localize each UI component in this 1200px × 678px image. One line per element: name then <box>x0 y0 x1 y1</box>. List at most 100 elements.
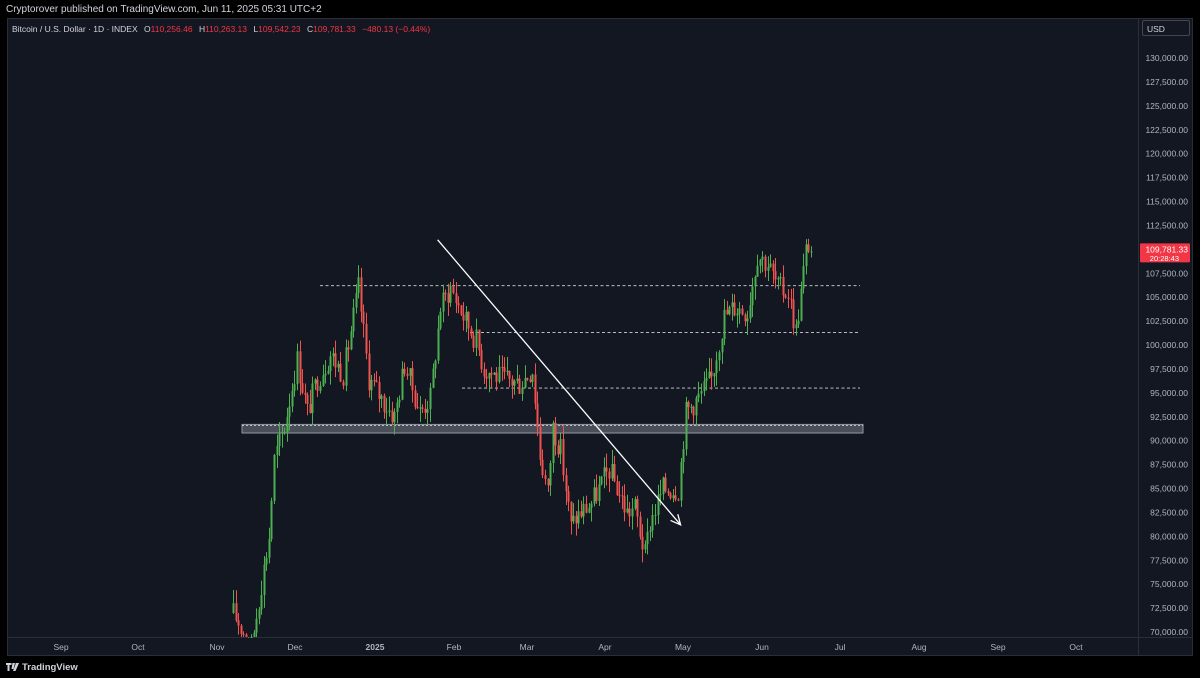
candle-body <box>355 293 358 308</box>
candle-body <box>549 463 552 486</box>
candle-body <box>301 383 304 393</box>
candle-body <box>432 368 435 388</box>
candle-body <box>623 496 626 513</box>
candle-body <box>322 375 325 386</box>
candle-body <box>270 500 273 540</box>
candle-body <box>411 368 414 391</box>
candle-body <box>593 487 596 504</box>
candle-body <box>416 407 419 409</box>
candle-body <box>281 432 284 434</box>
candle-body <box>314 379 317 384</box>
candle-body <box>685 401 688 450</box>
candle-body <box>759 259 762 266</box>
high-value: 110,263.13 <box>205 24 247 34</box>
candle-body <box>590 503 593 508</box>
candle-body <box>787 297 790 299</box>
candle-body <box>634 499 637 509</box>
candle-body <box>756 265 759 277</box>
candle-body <box>311 383 314 414</box>
candle-body <box>475 329 478 348</box>
y-tick-label: 102,500.00 <box>1145 316 1188 326</box>
candle-body <box>462 314 465 321</box>
candle-body <box>646 531 649 545</box>
candle-body <box>603 467 606 477</box>
y-tick-label: 80,000.00 <box>1150 531 1188 541</box>
candle-body <box>751 286 754 306</box>
candle-body <box>327 370 330 374</box>
candle-body <box>577 511 580 524</box>
x-tick-label: May <box>675 642 692 652</box>
brand-bar: TradingView <box>0 656 1200 678</box>
x-tick-label: Apr <box>598 642 611 652</box>
candle-body <box>434 360 437 369</box>
candle-body <box>705 378 708 382</box>
y-tick-label: 105,000.00 <box>1145 292 1188 302</box>
candle-body <box>406 373 409 376</box>
y-tick-label: 100,000.00 <box>1145 340 1188 350</box>
candle-body <box>744 314 747 322</box>
candle-body <box>731 302 734 307</box>
last-price-tag <box>1140 243 1190 263</box>
candle-body <box>690 406 693 408</box>
candle-body <box>810 251 813 253</box>
candle-body <box>565 475 568 492</box>
y-tick-label: 97,500.00 <box>1150 364 1188 374</box>
candle-body <box>490 373 493 375</box>
candle-body <box>391 410 394 423</box>
candle-body <box>352 307 355 332</box>
candle-body <box>455 293 458 304</box>
candle-body <box>792 299 795 329</box>
x-tick-label: 2025 <box>366 642 385 652</box>
candle-body <box>478 329 481 351</box>
candle-body <box>559 439 562 455</box>
candle-body <box>319 385 322 391</box>
candle-body <box>700 391 703 394</box>
candle-body <box>687 401 690 408</box>
candle-body <box>350 331 353 350</box>
candle-body <box>291 390 294 407</box>
candle-body <box>800 288 803 321</box>
candle-body <box>749 305 752 319</box>
x-tick-label: Oct <box>131 642 145 652</box>
candle-body <box>562 439 565 476</box>
candle-body <box>383 395 386 412</box>
candle-body <box>370 379 373 391</box>
candle-body <box>288 406 291 417</box>
candle-body <box>547 478 550 486</box>
candle-body <box>588 507 591 513</box>
open-key: O <box>144 24 151 34</box>
candle-body <box>618 495 621 497</box>
trend-arrow-head <box>670 514 682 526</box>
candle-body <box>437 328 440 361</box>
publisher-line: Cryptorover published on TradingView.com… <box>6 4 322 15</box>
candle-body <box>631 508 634 517</box>
candle-body <box>378 382 381 399</box>
candle-body <box>516 378 519 381</box>
candle-body <box>253 632 256 637</box>
candle-body <box>641 536 644 550</box>
close-value: 109,781.33 <box>313 24 356 34</box>
currency-button[interactable]: USD <box>1142 20 1190 36</box>
candle-body <box>513 380 516 386</box>
chart-frame[interactable] <box>7 18 1193 656</box>
candle-body <box>524 378 527 388</box>
candle-body <box>769 263 772 268</box>
candle-body <box>695 397 698 416</box>
candle-body <box>797 320 800 325</box>
y-tick-label: 75,000.00 <box>1150 579 1188 589</box>
candle-body <box>680 462 683 501</box>
candle-body <box>736 313 739 316</box>
candle-body <box>598 484 601 501</box>
candle-body <box>255 618 258 633</box>
candle-body <box>447 293 450 303</box>
candle-body <box>710 371 713 377</box>
candle-body <box>501 366 504 368</box>
candle-body <box>544 475 547 479</box>
candle-body <box>659 494 662 496</box>
candle-body <box>777 278 780 280</box>
candle-body <box>316 379 319 391</box>
candle-body <box>585 503 588 513</box>
candle-body <box>636 499 639 517</box>
y-tick-label: 85,000.00 <box>1150 484 1188 494</box>
